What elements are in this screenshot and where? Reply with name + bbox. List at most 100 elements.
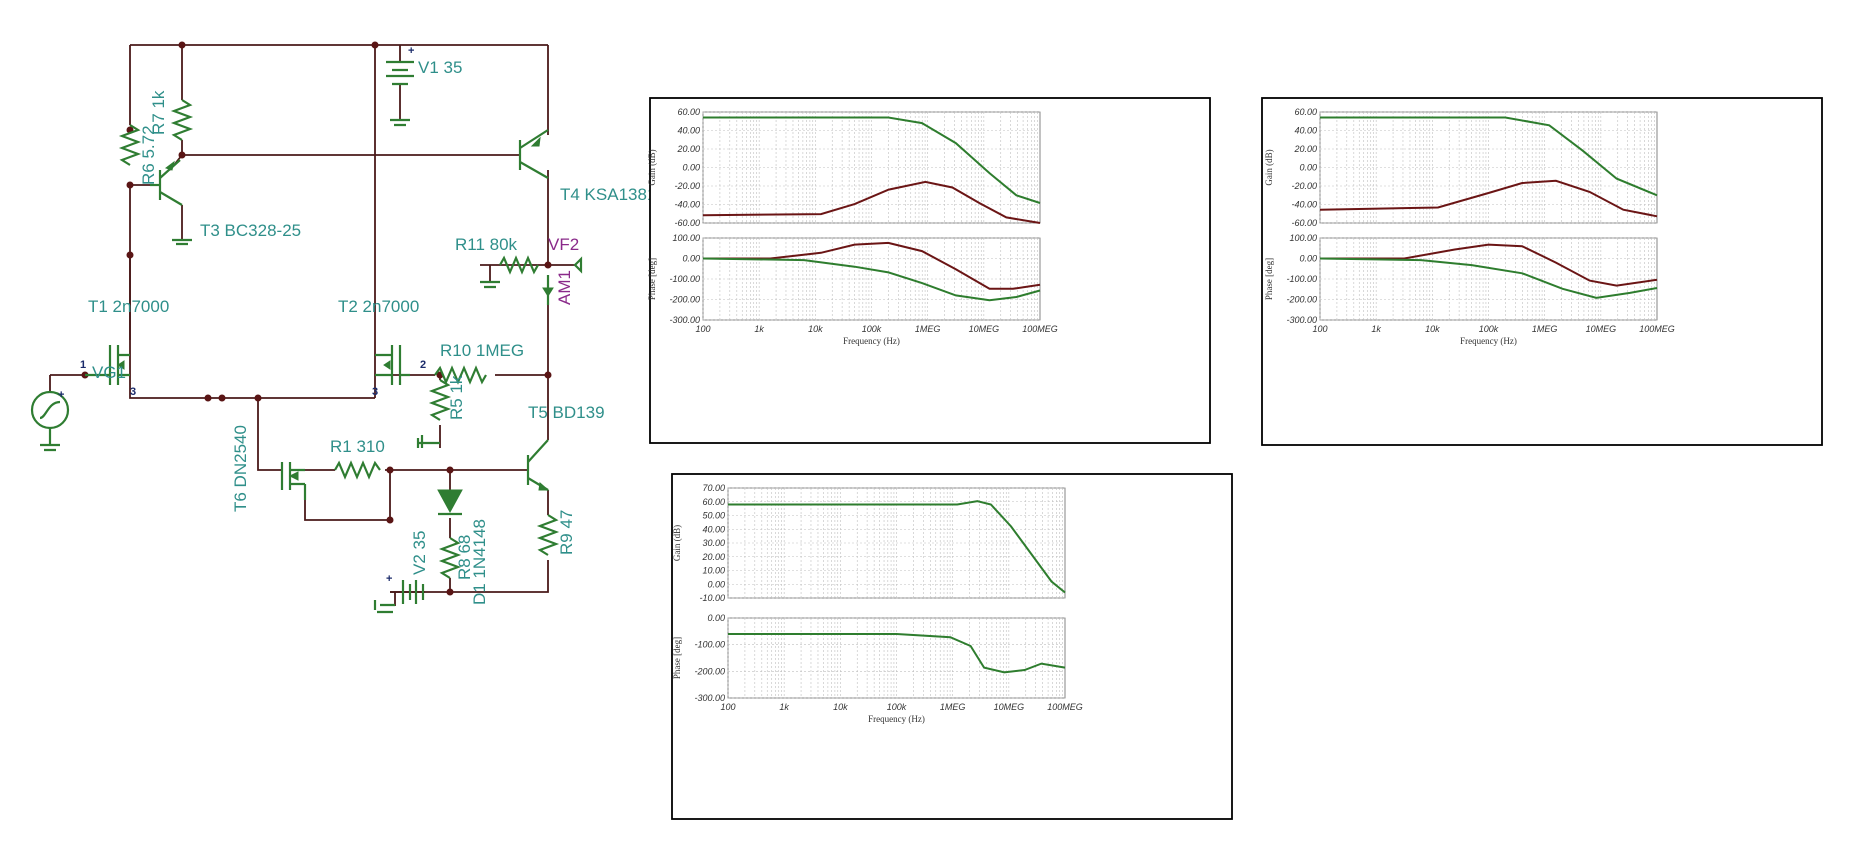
frequency-tick-label: 1MEG — [915, 324, 941, 334]
label-r1: R1 310 — [330, 437, 385, 456]
frequency-tick-label: 10k — [808, 324, 823, 334]
frequency-tick-label: 100 — [1312, 324, 1327, 334]
bode-plot-window[interactable] — [649, 97, 1211, 444]
gain-tick-label: 0.00 — [707, 579, 725, 589]
gain-trace — [728, 500, 1066, 594]
resistor-r8[interactable] — [438, 537, 462, 579]
label-t2: T2 2n7000 — [338, 297, 419, 316]
pin-label: 1 — [80, 359, 86, 371]
gain-axis-label: Gain (dB) — [1264, 149, 1274, 185]
label-r11: R11 80k — [455, 235, 518, 254]
ground-r11 — [480, 280, 500, 289]
gain-tick-label: 70.00 — [702, 483, 725, 493]
resistor-r5[interactable] — [428, 379, 452, 421]
gain-trace — [702, 180, 1041, 224]
resistor-r9[interactable] — [536, 514, 560, 556]
pin-label: + — [386, 573, 392, 585]
phase-tick-label: -200.00 — [669, 295, 700, 305]
frequency-tick-label: 100k — [1479, 324, 1499, 334]
mosfet-t1[interactable] — [85, 345, 130, 385]
frequency-tick-label: 100k — [887, 702, 907, 712]
bode-plot-window[interactable] — [671, 473, 1233, 820]
resistor-r10[interactable] — [434, 365, 487, 385]
transistor-t5[interactable] — [526, 439, 550, 491]
resistor-r1[interactable] — [334, 460, 381, 480]
phase-trace — [702, 257, 1041, 302]
label-v2: V2 35 — [410, 531, 429, 575]
gain-tick-label: 10.00 — [702, 566, 725, 576]
frequency-tick-label: 100 — [720, 702, 735, 712]
mosfet-t6[interactable] — [280, 462, 307, 500]
label-t1: T1 2n7000 — [88, 297, 169, 316]
phase-tick-label: 100.00 — [672, 233, 700, 243]
frequency-tick-label: 10MEG — [994, 702, 1025, 712]
phase-axis-label: Phase [deg] — [1264, 258, 1274, 300]
resistor-r11[interactable] — [499, 255, 539, 275]
frequency-axis-label: Frequency (Hz) — [843, 336, 900, 346]
gain-trace — [703, 116, 1041, 204]
gain-tick-label: 20.00 — [701, 552, 725, 562]
gain-tick-label: -10.00 — [699, 593, 725, 603]
label-r8: R8 68 — [455, 535, 474, 580]
phase-trace — [703, 241, 1041, 290]
gain-trace — [1319, 179, 1658, 218]
phase-tick-label: -300.00 — [1286, 315, 1317, 325]
battery-v2[interactable] — [373, 580, 425, 614]
signal-source-vg1[interactable] — [30, 390, 70, 452]
component-labels: V1 35 R7 1k R6 5.72 T3 BC328-25 T4 KSA13… — [58, 45, 656, 605]
phase-trace — [728, 633, 1066, 674]
frequency-tick-label: 1k — [779, 702, 789, 712]
gain-tick-label: 40.00 — [1294, 126, 1317, 136]
gain-axis-label: Gain (dB) — [672, 525, 682, 561]
frequency-tick-label: 100MEG — [1047, 702, 1083, 712]
transistor-t4[interactable] — [518, 129, 549, 179]
gain-tick-label: 30.00 — [702, 538, 725, 548]
gain-tick-label: -60.00 — [1291, 218, 1317, 228]
label-vg1: VG1 — [92, 363, 126, 382]
gain-tick-label: 60.00 — [702, 497, 725, 507]
diode-d1[interactable] — [437, 489, 463, 516]
battery-v1[interactable] — [386, 60, 414, 127]
phase-tick-label: -100.00 — [694, 640, 725, 650]
plots-layer: 60.00 40.00 20.00 0.00 -20.00 -40.00 -60.00 100… — [647, 107, 1675, 724]
frequency-tick-label: 1MEG — [940, 702, 966, 712]
label-t4: T4 KSA1381 — [560, 185, 656, 204]
output-pin-vf2[interactable] — [573, 256, 583, 274]
label-t6: T6 DN2540 — [231, 425, 250, 512]
label-t3: T3 BC328-25 — [200, 221, 301, 240]
phase-axis-label: Phase [deg] — [647, 258, 657, 300]
label-r7: R7 1k — [149, 90, 168, 135]
resistor-r6[interactable] — [118, 124, 142, 166]
gain-tick-label: 0.00 — [1299, 163, 1317, 173]
pin-label: + — [408, 45, 414, 57]
phase-tick-label: 0.00 — [1299, 254, 1317, 264]
label-d1: D1 1N4148 — [470, 519, 489, 605]
frequency-tick-label: 1k — [754, 324, 764, 334]
mosfet-t2[interactable] — [375, 345, 410, 385]
phase-trace — [1320, 243, 1658, 287]
frequency-tick-label: 1MEG — [1532, 324, 1558, 334]
gain-tick-label: -40.00 — [1291, 200, 1317, 210]
gain-tick-label: 60.00 — [1294, 107, 1317, 117]
label-v1: V1 35 — [418, 58, 462, 77]
label-t5: T5 BD139 — [528, 403, 605, 422]
resistor-r7[interactable] — [170, 99, 194, 141]
frequency-tick-label: 10k — [833, 702, 848, 712]
label-am1: AM1 — [555, 270, 574, 305]
frequency-axis-label: Frequency (Hz) — [868, 714, 925, 724]
gain-trace — [1320, 116, 1658, 197]
frequency-tick-label: 100MEG — [1022, 324, 1058, 334]
gain-tick-label: -60.00 — [674, 218, 700, 228]
pin-label: 2 — [420, 359, 426, 371]
frequency-tick-label: 10MEG — [1586, 324, 1617, 334]
ammeter-am1[interactable] — [542, 275, 554, 305]
ground-r5 — [416, 435, 440, 448]
frequency-tick-label: 100MEG — [1639, 324, 1675, 334]
phase-trace — [1319, 257, 1658, 299]
transistor-t3[interactable] — [150, 159, 192, 246]
label-vf2: VF2 — [548, 235, 579, 254]
phase-tick-label: -200.00 — [1286, 295, 1317, 305]
phase-tick-label: 0.00 — [707, 613, 725, 623]
frequency-tick-label: 1k — [1371, 324, 1381, 334]
phase-axis-label: Phase [deg] — [672, 637, 682, 679]
